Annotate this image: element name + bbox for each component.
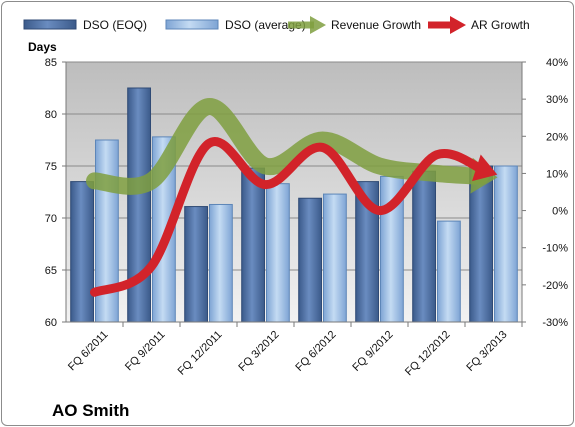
y2-tick-label: 40% [546, 57, 568, 69]
y-tick-label: 80 [45, 109, 57, 121]
x-tick-label: FQ 9/2012 [350, 329, 395, 374]
bar-dso-eoq [70, 181, 94, 323]
y-tick-label: 75 [45, 161, 57, 173]
y-axis-left-ticks: 60 65 70 75 80 85 [45, 57, 66, 329]
bar-dso-eoq [241, 167, 265, 323]
growth-lines [86, 98, 498, 297]
x-tick-label: FQ 3/2013 [464, 329, 509, 374]
y2-tick-label: 0% [552, 206, 568, 218]
bar-dso-average [266, 183, 290, 323]
y2-tick-label: -10% [542, 243, 568, 255]
legend-swatch-ar-growth [428, 16, 466, 34]
y-axis-right-ticks: -30% -20% -10% 0% 10% 20% 30% 40% [522, 57, 568, 329]
bar-dso-eoq [184, 206, 208, 323]
y-axis-title: Days [28, 40, 57, 54]
legend-swatch-revenue-growth [288, 16, 326, 34]
y2-tick-label: -30% [542, 317, 568, 329]
arrowhead-ar-growth [472, 154, 498, 182]
line-ar-growth [90, 137, 488, 297]
legend: DSO (EOQ) DSO (average) Revenue Growth A… [23, 16, 530, 34]
legend-label-revenue-growth: Revenue Growth [331, 18, 421, 32]
company-label: AO Smith [52, 401, 129, 420]
x-axis-ticks: FQ 6/2011 FQ 9/2011 FQ 12/2011 FQ 3/2012 FQ … [66, 322, 523, 379]
y-tick-label: 70 [45, 213, 57, 225]
bar-dso-eoq [412, 170, 437, 323]
bar-dso-eoq [298, 197, 323, 323]
x-tick-label: FQ 12/2012 [403, 329, 453, 379]
x-tick-label: FQ 12/2011 [176, 329, 225, 378]
legend-swatch-dso-eoq [23, 19, 77, 30]
y-tick-label: 60 [45, 317, 57, 329]
bar-dso-average [494, 165, 518, 323]
y2-tick-label: 30% [546, 94, 568, 106]
y-tick-label: 65 [45, 265, 57, 277]
x-tick-label: FQ 6/2012 [293, 329, 338, 374]
x-tick-label: FQ 9/2011 [123, 329, 168, 374]
y2-tick-label: 10% [546, 168, 568, 180]
legend-label-ar-growth: AR Growth [471, 18, 530, 32]
bar-dso-average [209, 203, 233, 323]
x-tick-label: FQ 6/2011 [66, 329, 111, 374]
bar-dso-average [323, 193, 347, 323]
legend-label-dso-average: DSO (average) [225, 18, 306, 32]
y2-tick-label: 20% [546, 131, 568, 143]
y-tick-label: 85 [45, 57, 57, 69]
x-tick-label: FQ 3/2012 [236, 329, 281, 374]
legend-swatch-dso-average [165, 19, 219, 30]
y2-tick-label: -20% [542, 280, 568, 292]
legend-label-dso-eoq: DSO (EOQ) [83, 18, 147, 32]
bar-dso-average [437, 220, 461, 323]
line-revenue-growth [86, 98, 489, 195]
